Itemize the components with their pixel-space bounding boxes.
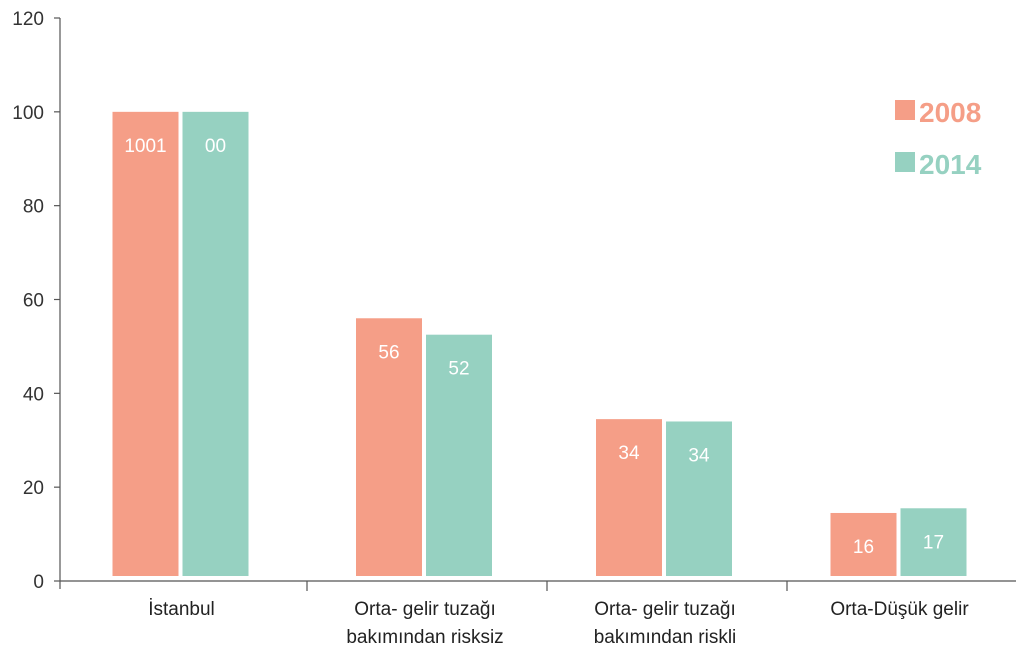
legend-label-2014: 2014 <box>919 149 982 180</box>
bar-2014-1 <box>182 111 249 576</box>
data-label-2014-4: 17 <box>923 532 944 553</box>
y-tick-label: 80 <box>23 197 44 218</box>
category-label-line: bakımından riskli <box>594 627 737 648</box>
category-label-1: İstanbul <box>148 599 215 620</box>
y-tick-label: 100 <box>12 103 44 124</box>
axes: 0 20 40 60 80 100 120 İstanbul Orta- gelir tuzağ… <box>12 9 1016 648</box>
category-label-4: Orta-Düşük gelir <box>830 599 969 620</box>
legend-swatch-2008 <box>895 100 915 120</box>
y-tick-label: 20 <box>23 478 44 499</box>
legend-swatch-2014 <box>895 152 915 172</box>
data-label-2014-2: 52 <box>448 359 469 380</box>
data-label-2008-2: 56 <box>378 342 399 363</box>
y-tick-label: 60 <box>23 291 44 312</box>
bar-2008-2 <box>356 318 422 576</box>
bar-2008-1 <box>112 111 179 576</box>
category-label-line: bakımından risksiz <box>346 627 503 648</box>
legend: 2008 2014 <box>895 97 982 180</box>
data-label-2014-1: 00 <box>205 136 226 157</box>
bar-2014-2 <box>426 334 492 576</box>
category-label-3: Orta- gelir tuzağı bakımından riskli <box>594 599 737 648</box>
category-label-2: Orta- gelir tuzağı bakımından risksiz <box>346 599 503 648</box>
bar-2008-4 <box>830 512 897 576</box>
category-label-line: Orta-Düşük gelir <box>830 599 969 620</box>
data-label-2008-3: 34 <box>618 443 640 464</box>
data-label-2008-1: 1001 <box>124 136 166 157</box>
bar-2008-3 <box>596 419 662 576</box>
y-tick-label: 120 <box>12 9 44 30</box>
category-label-line: Orta- gelir tuzağı <box>354 599 496 620</box>
category-label-line: İstanbul <box>148 599 215 620</box>
y-tick-label: 0 <box>33 572 44 593</box>
y-tick-label: 40 <box>23 384 44 405</box>
data-label-2008-4: 16 <box>853 537 874 558</box>
bar-2014-4 <box>900 508 967 576</box>
data-labels: 1001 00 56 52 34 34 16 17 <box>124 136 944 558</box>
legend-label-2008: 2008 <box>919 97 981 128</box>
bar-2014-3 <box>666 421 732 576</box>
bars <box>112 111 967 576</box>
category-label-line: Orta- gelir tuzağı <box>594 599 736 620</box>
data-label-2014-3: 34 <box>688 445 710 466</box>
